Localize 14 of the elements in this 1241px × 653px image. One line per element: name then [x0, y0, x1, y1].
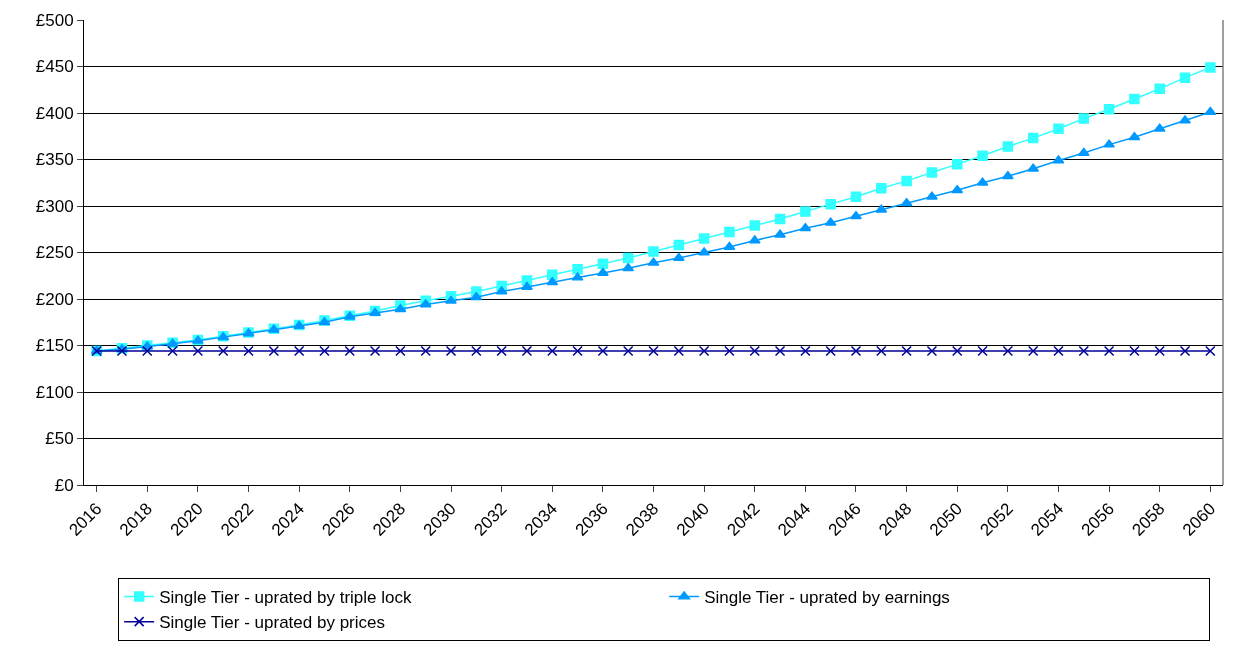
y-tick-label: £0 [54, 475, 74, 495]
y-tick-label: £450 [35, 57, 74, 77]
legend-label: Single Tier - uprated by prices [159, 613, 386, 633]
y-tick-label: £100 [35, 382, 74, 402]
legend-label: Single Tier - uprated by triple lock [159, 588, 412, 608]
y-tick-label: £500 [35, 10, 74, 30]
legend-label: Single Tier - uprated by earnings [704, 588, 950, 608]
y-tick-label: £300 [35, 196, 74, 216]
y-tick-label: £400 [35, 103, 74, 123]
y-tick-label: £50 [45, 429, 74, 449]
y-tick-label: £150 [35, 336, 74, 356]
y-tick-label: £350 [35, 150, 74, 170]
y-tick-label: £250 [35, 243, 74, 263]
y-tick-label: £200 [35, 289, 74, 309]
